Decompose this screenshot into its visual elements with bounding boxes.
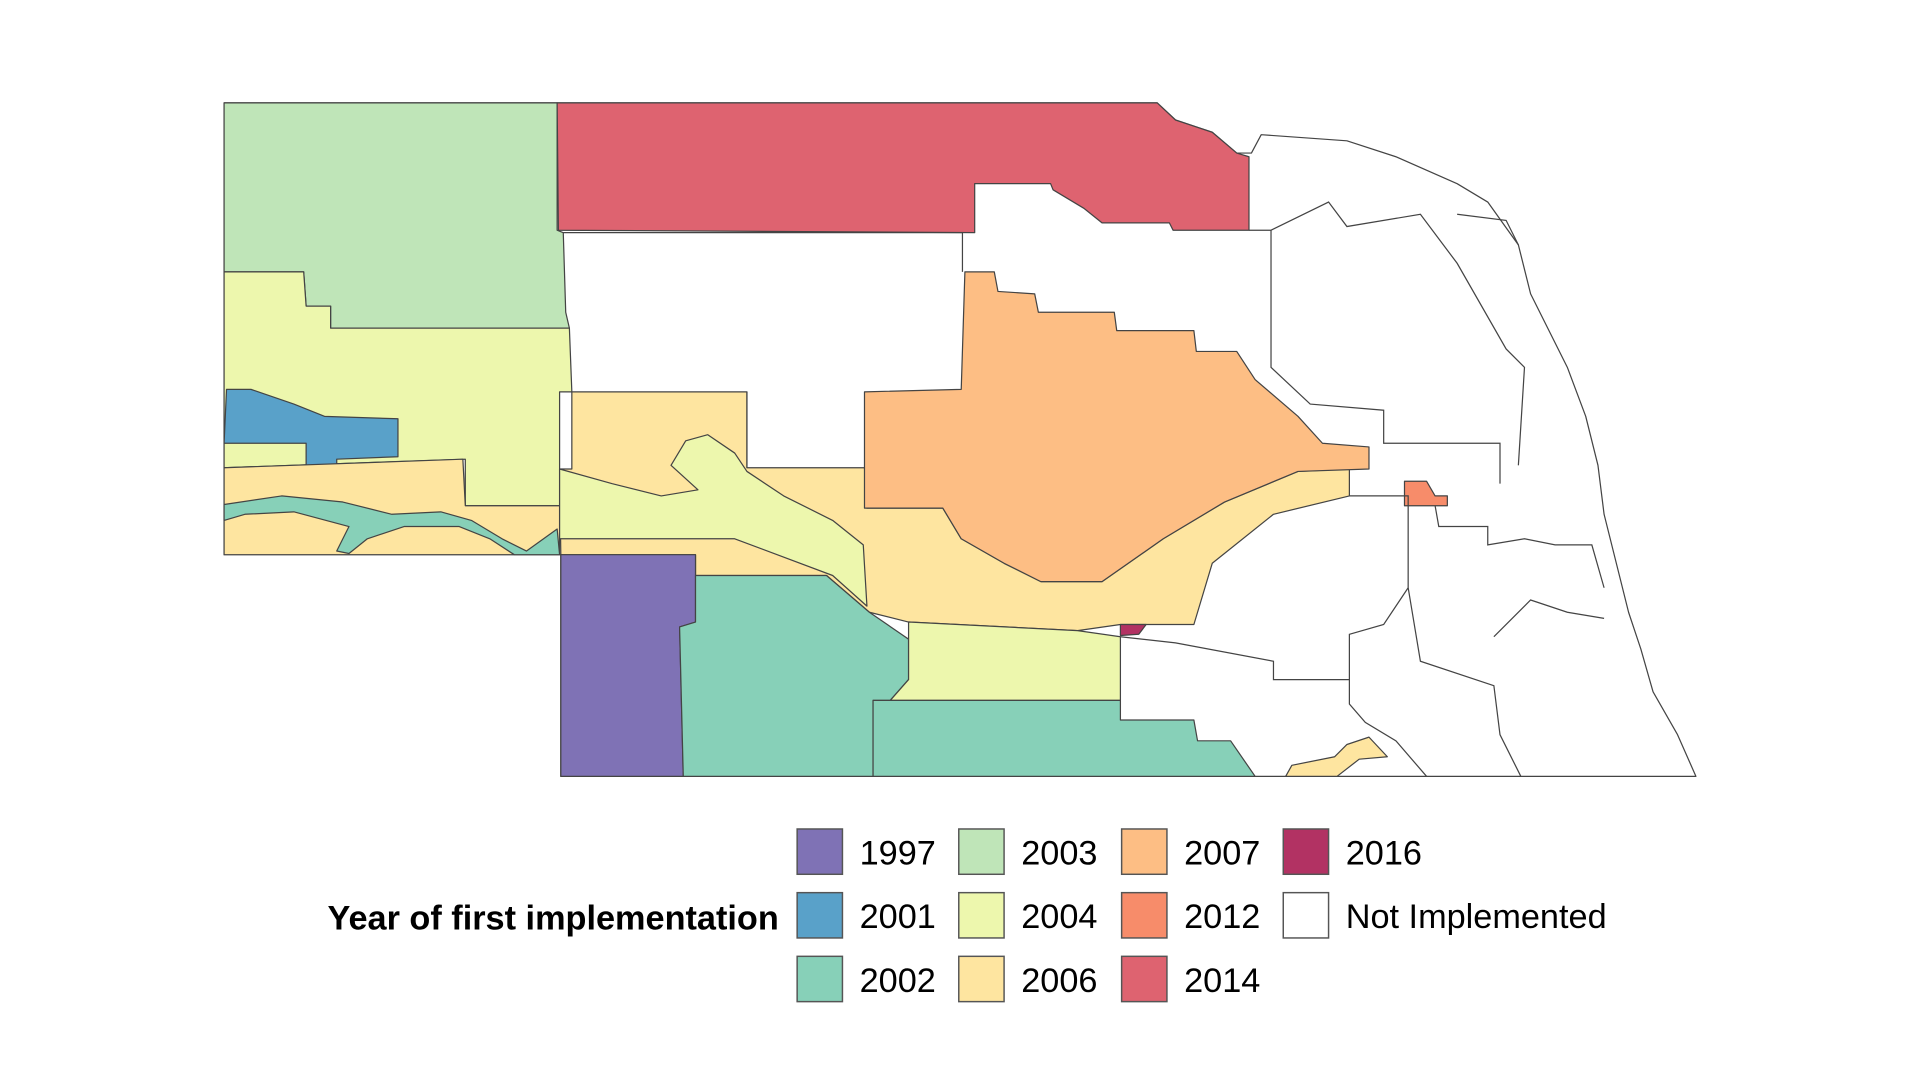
region-2002-south xyxy=(872,699,1256,777)
legend-item-2006: 2006 xyxy=(958,955,1097,1003)
legend-swatch xyxy=(1282,891,1330,939)
legend-swatch xyxy=(1120,828,1168,876)
region-2004-central xyxy=(558,434,868,607)
legend-swatch xyxy=(1120,891,1168,939)
legend-swatch xyxy=(1282,828,1330,876)
legend-item-2004: 2004 xyxy=(958,891,1097,939)
legend-label: 1997 xyxy=(860,834,936,872)
legend-swatch xyxy=(796,955,844,1003)
legend-label: 2007 xyxy=(1184,834,1260,872)
legend-label: 2016 xyxy=(1346,834,1422,872)
region-2002-river xyxy=(223,495,561,556)
legend-swatch xyxy=(796,891,844,939)
region-2004-south xyxy=(889,621,1122,702)
legend-swatch xyxy=(796,828,844,876)
legend-label: 2001 xyxy=(860,898,936,936)
legend-label: 2004 xyxy=(1021,898,1097,936)
legend-item-2007: 2007 xyxy=(1120,828,1260,876)
district-borders xyxy=(563,201,1605,777)
legend-item-1997: 1997 xyxy=(796,828,936,876)
legend-label: 2006 xyxy=(1021,962,1097,1000)
legend-item-2002: 2002 xyxy=(796,955,936,1003)
legend-swatch xyxy=(1120,955,1168,1003)
region-2014 xyxy=(556,102,1250,234)
legend-item-2012: 2012 xyxy=(1120,891,1260,939)
map xyxy=(223,102,1697,777)
legend-swatch xyxy=(958,828,1005,876)
legend-swatch xyxy=(958,955,1005,1003)
legend-item-2014: 2014 xyxy=(1120,955,1260,1003)
legend-label: 2002 xyxy=(860,962,936,1000)
legend: Year of first implementation 1997 2001 2… xyxy=(328,828,1607,1003)
legend-label: 2003 xyxy=(1021,834,1097,872)
region-2012 xyxy=(1403,480,1448,507)
legend-label: Not Implemented xyxy=(1346,898,1607,936)
region-1997 xyxy=(560,554,697,777)
region-2001 xyxy=(223,388,399,469)
legend-label: 2014 xyxy=(1184,962,1260,1000)
legend-swatch xyxy=(958,891,1005,939)
region-2006-southeast xyxy=(1285,736,1388,777)
legend-item-2016: 2016 xyxy=(1282,828,1422,876)
legend-item-2003: 2003 xyxy=(958,828,1097,876)
legend-title: Year of first implementation xyxy=(328,899,779,937)
region-2007 xyxy=(863,271,1370,583)
legend-label: 2012 xyxy=(1184,898,1260,936)
region-2016 xyxy=(1119,623,1147,637)
legend-item-not-implemented: Not Implemented xyxy=(1282,891,1607,939)
legend-item-2001: 2001 xyxy=(796,891,936,939)
